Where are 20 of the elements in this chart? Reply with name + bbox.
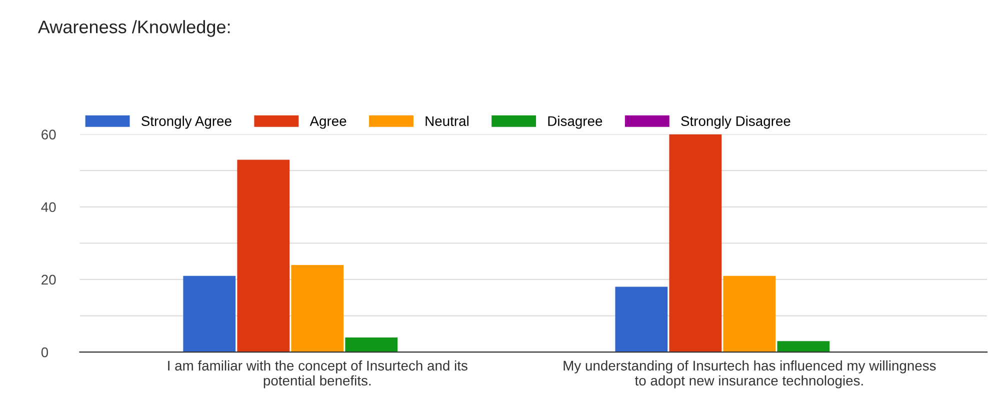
bar (777, 341, 830, 352)
bar (183, 276, 236, 352)
bar (237, 160, 290, 352)
legend-label: Disagree (548, 116, 602, 129)
chart-title: Awareness /Knowledge: (38, 20, 230, 37)
legend-label: Neutral (426, 116, 468, 126)
y-tick-label: 60 (42, 130, 56, 140)
bar (345, 338, 398, 352)
y-tick-label: 0 (41, 347, 48, 358)
y-tick-label: 40 (41, 202, 56, 212)
legend-label: Agree (310, 116, 346, 129)
legend-label: Strongly Disagree (681, 116, 790, 129)
bar (669, 134, 722, 352)
y-tick-label: 20 (42, 274, 56, 285)
bar (615, 286, 668, 352)
bar (723, 276, 776, 352)
legend-label: Strongly Agree (142, 116, 232, 129)
x-tick-label: I am familiar with the concept of Insurtech and its potential benefits. (168, 360, 468, 388)
bar (291, 264, 344, 352)
x-tick-label: My understanding of Insurtech has influenced my willingness to adopt new insurance technologies. (564, 360, 936, 388)
